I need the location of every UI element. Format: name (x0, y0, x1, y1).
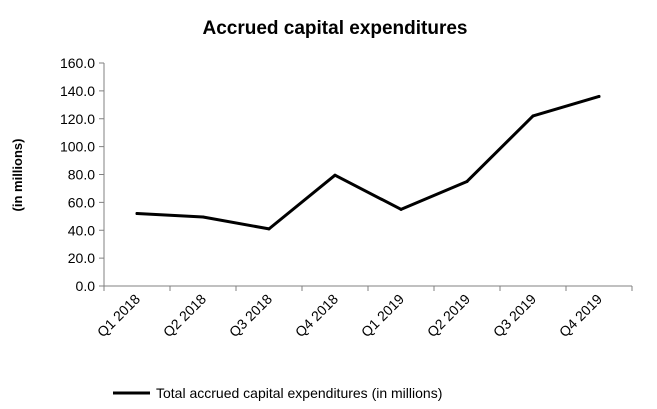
x-tick-label: Q2 2019 (424, 291, 473, 340)
data-point (597, 94, 601, 98)
y-tick-label: 40.0 (68, 222, 95, 238)
series-line (135, 94, 601, 231)
data-point (465, 179, 469, 183)
y-axis-label: (in millions) (10, 139, 25, 212)
x-tick-label: Q3 2019 (490, 291, 539, 340)
y-tick-label: 160.0 (60, 55, 95, 71)
y-tick-label: 60.0 (68, 194, 95, 210)
x-tick-label: Q1 2019 (358, 291, 407, 340)
data-point (267, 227, 271, 231)
axes: 0.0 20.0 40.0 60.0 80.0 100.0 120.0 140.0 160.0 Q… (60, 55, 633, 340)
x-tick-label: Q4 2019 (556, 291, 605, 340)
data-point (399, 207, 403, 211)
x-tick-label: Q4 2018 (292, 291, 341, 340)
x-tick-label: Q2 2018 (160, 291, 209, 340)
y-tick-label: 120.0 (60, 111, 95, 127)
data-point (135, 212, 139, 216)
data-point (531, 114, 535, 118)
y-tick-label: 140.0 (60, 83, 95, 99)
legend-label: Total accrued capital expenditures (in m… (156, 385, 442, 401)
data-point (201, 215, 205, 219)
x-tick-label: Q1 2018 (94, 291, 143, 340)
y-tick-label: 100.0 (60, 139, 95, 155)
series-layer (135, 94, 601, 231)
y-tick-label: 80.0 (68, 167, 95, 183)
x-tick-label: Q3 2018 (226, 291, 275, 340)
y-tick-label: 0.0 (76, 278, 96, 294)
legend: Total accrued capital expenditures (in m… (113, 385, 442, 401)
y-tick-label: 20.0 (68, 250, 95, 266)
chart-title: Accrued capital expenditures (202, 18, 467, 39)
data-point (333, 173, 337, 177)
